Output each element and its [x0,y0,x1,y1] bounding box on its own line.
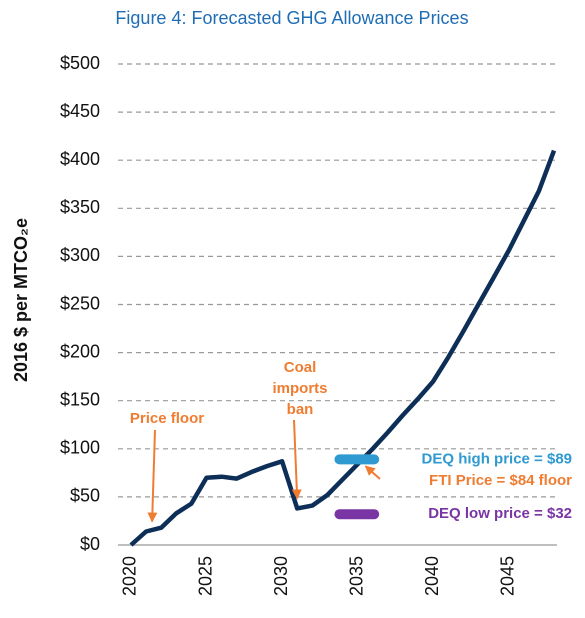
y-tick-label: $150 [60,389,100,409]
x-tick-label: 2030 [271,556,291,596]
x-tick-label: 2045 [497,556,517,596]
annotation: imports [272,380,327,397]
annotation-arrow [147,429,158,523]
annotation-arrow [364,465,381,480]
y-tick-label: $450 [60,101,100,121]
series-line [129,149,557,547]
x-tick-label: 2040 [422,556,442,596]
y-tick-label: $350 [60,197,100,217]
annotation: Price floor [130,410,204,427]
annotation: FTI Price = $84 floor [429,472,572,489]
y-tick-label: $0 [80,534,100,554]
annotation: ban [287,401,314,418]
y-tick-label: $50 [70,486,100,506]
y-tick-label: $200 [60,341,100,361]
x-tick-label: 2020 [120,556,140,596]
x-tick-label: 2035 [346,556,366,596]
annotation: Coal [284,359,317,376]
chart-title: Figure 4: Forecasted GHG Allowance Price… [115,8,468,28]
annotation-arrow [291,419,302,500]
marker-label: DEQ low price = $32 [428,505,572,522]
marker-label: DEQ high price = $89 [422,450,572,467]
y-tick-label: $500 [60,53,100,73]
y-tick-label: $400 [60,149,100,169]
y-tick-label: $300 [60,245,100,265]
y-tick-label: $250 [60,293,100,313]
x-tick-label: 2025 [195,556,215,596]
y-tick-label: $100 [60,438,100,458]
y-axis-label: 2016 $ per MTCO₂e [11,218,31,382]
